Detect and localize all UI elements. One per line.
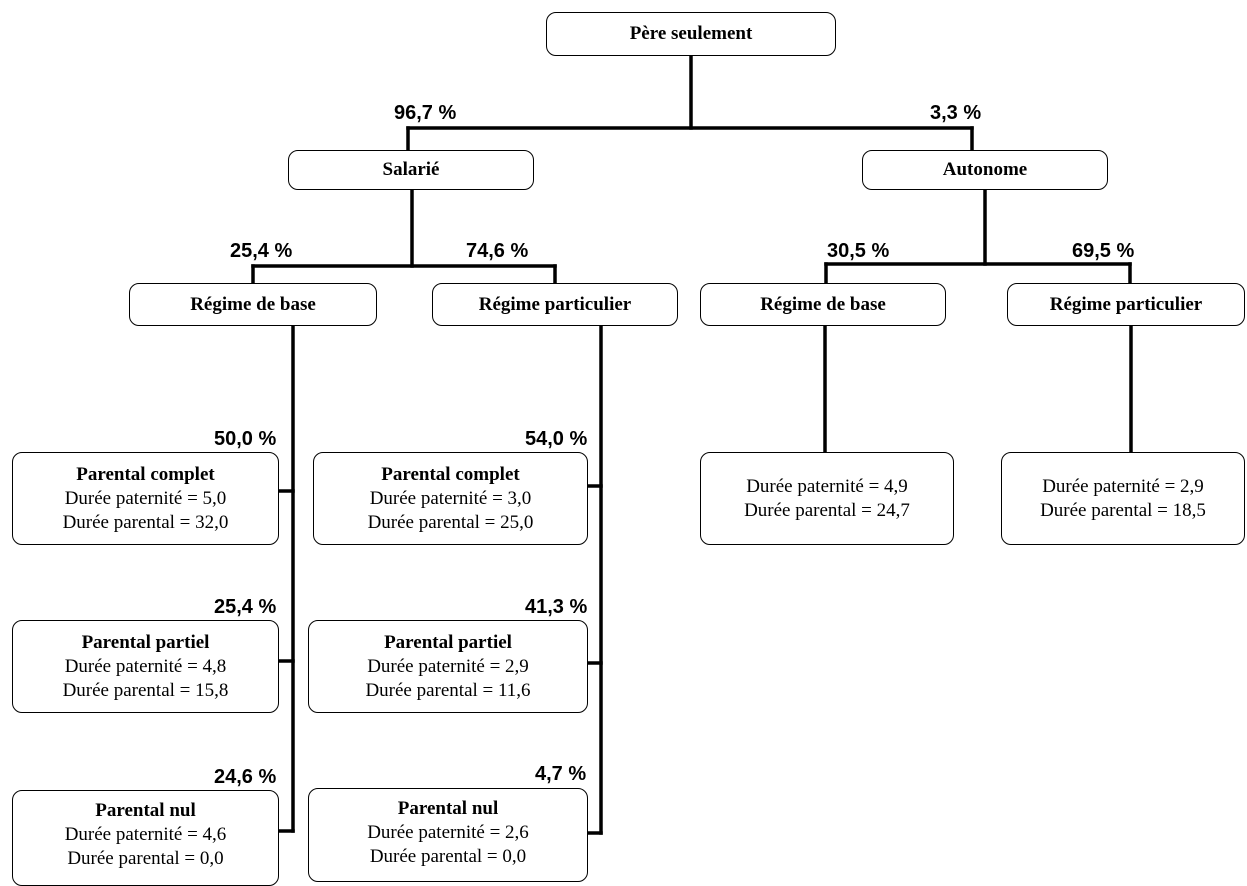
leaf-sp-parental-partiel-paternite: Durée paternité = 2,9 — [367, 655, 529, 677]
leaf-sb-parental-nul-paternite: Durée paternité = 4,6 — [64, 824, 227, 845]
leaf-autonome-particulier-paternite: Durée paternité = 2,9 — [1042, 475, 1204, 497]
node-autonome-title: Autonome — [942, 159, 1028, 180]
leaf-autonome-base: Durée paternité = 4,9 Durée parental = 2… — [700, 452, 954, 545]
share-autonome-base: 30,5 % — [827, 240, 890, 262]
share-autonome: 3,3 % — [930, 102, 982, 124]
share-salarie-base: 25,4 % — [230, 240, 293, 262]
share-sp-partiel: 41,3 % — [525, 596, 588, 618]
leaf-sp-parental-complet-title: Parental complet — [381, 463, 520, 485]
leaf-sp-parental-complet-paternite: Durée paternité = 3,0 — [369, 487, 532, 509]
leaf-sp-parental-partiel: Parental partiel Durée paternité = 2,9 D… — [308, 620, 588, 713]
leaf-sp-parental-nul-title: Parental nul — [397, 798, 499, 819]
node-salarie: Salarié — [288, 150, 534, 190]
leaf-sb-parental-complet-title: Parental complet — [76, 463, 215, 485]
node-autonome-regime-particulier-title: Régime particulier — [1049, 293, 1203, 315]
share-salarie-particulier: 74,6 % — [466, 240, 529, 262]
leaf-sb-parental-nul-title: Parental nul — [95, 800, 196, 821]
leaf-sb-parental-complet: Parental complet Durée paternité = 5,0 D… — [12, 452, 279, 545]
root-node: Père seulement — [546, 12, 836, 56]
leaf-autonome-particulier-parental: Durée parental = 18,5 — [1040, 499, 1206, 521]
root-node-title: Père seulement — [629, 23, 753, 44]
share-salarie: 96,7 % — [394, 102, 457, 124]
node-salarie-regime-particulier: Régime particulier — [432, 283, 678, 326]
leaf-sb-parental-partiel-paternite: Durée paternité = 4,8 — [64, 655, 227, 677]
leaf-sp-parental-complet: Parental complet Durée paternité = 3,0 D… — [313, 452, 588, 545]
leaf-sb-parental-partiel-title: Parental partiel — [81, 631, 210, 653]
share-sp-complet: 54,0 % — [525, 428, 588, 450]
node-autonome: Autonome — [862, 150, 1108, 190]
leaf-sb-parental-nul-parental: Durée parental = 0,0 — [67, 848, 224, 869]
share-autonome-particulier: 69,5 % — [1072, 240, 1135, 262]
leaf-sb-parental-partiel: Parental partiel Durée paternité = 4,8 D… — [12, 620, 279, 713]
leaf-sp-parental-nul-parental: Durée parental = 0,0 — [369, 846, 527, 867]
node-salarie-regime-base: Régime de base — [129, 283, 377, 326]
share-sb-partiel: 25,4 % — [214, 596, 277, 618]
node-salarie-regime-base-title: Régime de base — [190, 293, 316, 315]
leaf-autonome-base-parental: Durée parental = 24,7 — [744, 499, 910, 521]
node-autonome-regime-base: Régime de base — [700, 283, 946, 326]
share-sb-nul: 24,6 % — [214, 766, 277, 788]
leaf-sb-parental-partiel-parental: Durée parental = 15,8 — [62, 679, 229, 701]
leaf-sp-parental-nul-paternite: Durée paternité = 2,6 — [367, 822, 529, 843]
node-salarie-title: Salarié — [382, 159, 440, 180]
leaf-autonome-particulier: Durée paternité = 2,9 Durée parental = 1… — [1001, 452, 1245, 545]
leaf-sp-parental-nul: Parental nul Durée paternité = 2,6 Durée… — [308, 788, 588, 882]
leaf-sp-parental-complet-parental: Durée parental = 25,0 — [367, 511, 534, 533]
leaf-sb-parental-complet-parental: Durée parental = 32,0 — [62, 511, 229, 533]
leaf-sp-parental-partiel-title: Parental partiel — [384, 631, 512, 653]
leaf-sp-parental-partiel-parental: Durée parental = 11,6 — [365, 679, 531, 701]
leaf-sb-parental-complet-paternite: Durée paternité = 5,0 — [64, 487, 227, 509]
node-autonome-regime-base-title: Régime de base — [760, 293, 886, 315]
share-sb-complet: 50,0 % — [214, 428, 277, 450]
leaf-sb-parental-nul: Parental nul Durée paternité = 4,6 Durée… — [12, 790, 279, 886]
share-sp-nul: 4,7 % — [535, 763, 587, 785]
node-autonome-regime-particulier: Régime particulier — [1007, 283, 1245, 326]
leaf-autonome-base-paternite: Durée paternité = 4,9 — [746, 475, 908, 497]
node-salarie-regime-particulier-title: Régime particulier — [478, 293, 632, 315]
